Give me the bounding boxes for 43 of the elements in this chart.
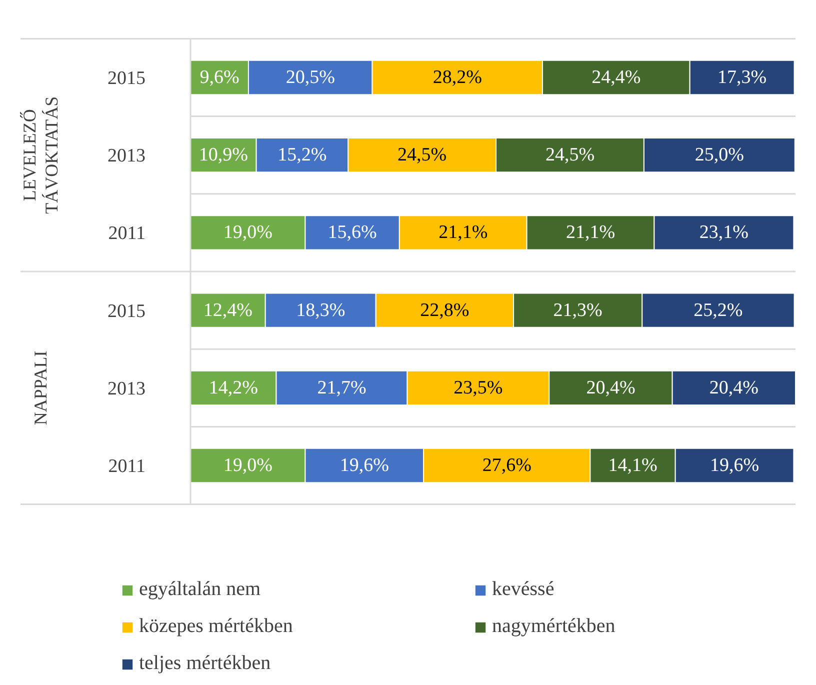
data-label: 14,2% [208,377,258,398]
data-label: 20,4% [586,377,636,398]
data-label: 24,5% [398,144,447,166]
y-tick-label: 2015 [108,300,146,322]
data-label: 19,0% [223,455,273,476]
data-label: 25,2% [694,300,743,321]
data-label: 24,4% [592,67,641,88]
data-label: 23,5% [454,377,503,398]
legend-label: közepes mértékben [139,615,294,638]
data-label: 19,0% [223,222,273,244]
legend-label: teljes mértékben [139,652,272,675]
data-label: 21,1% [438,222,488,244]
data-label: 15,2% [278,144,327,166]
data-label: 18,3% [296,300,346,321]
legend-label: nagymértékben [492,615,616,638]
data-label: 15,6% [328,222,378,244]
data-label: 25,0% [694,144,744,166]
legend-label: egyáltalán nem [139,578,262,601]
data-label: 28,2% [432,67,482,88]
data-label: 21,1% [566,222,616,244]
data-label: 21,7% [317,377,366,398]
data-label: 23,1% [699,222,749,244]
y-tick-label: 2015 [108,68,146,89]
text: NAPPALI [30,350,50,426]
data-label: 17,3% [718,67,767,88]
legend-label: kevéssé [492,578,556,601]
y-tick-label: 2013 [108,378,146,400]
data-label: 20,5% [286,67,336,88]
y-tick-label: 2011 [108,223,146,244]
data-label: 24,5% [545,144,595,166]
data-label: 27,6% [482,455,532,476]
data-label: 9,6% [200,67,240,88]
data-label: 19,6% [710,455,760,476]
y-tick-label: 2011 [108,456,146,477]
data-label: 21,3% [553,300,603,321]
text: LEVELEZŐ TÁVOKTATÁS [20,96,62,214]
data-label: 22,8% [420,300,470,321]
data-label: 10,9% [198,144,248,166]
data-label: 20,4% [709,377,759,398]
data-label: 12,4% [203,300,253,321]
data-label: 14,1% [608,455,658,476]
data-label: 19,6% [340,455,390,476]
y-tick-label: 2013 [108,146,146,167]
